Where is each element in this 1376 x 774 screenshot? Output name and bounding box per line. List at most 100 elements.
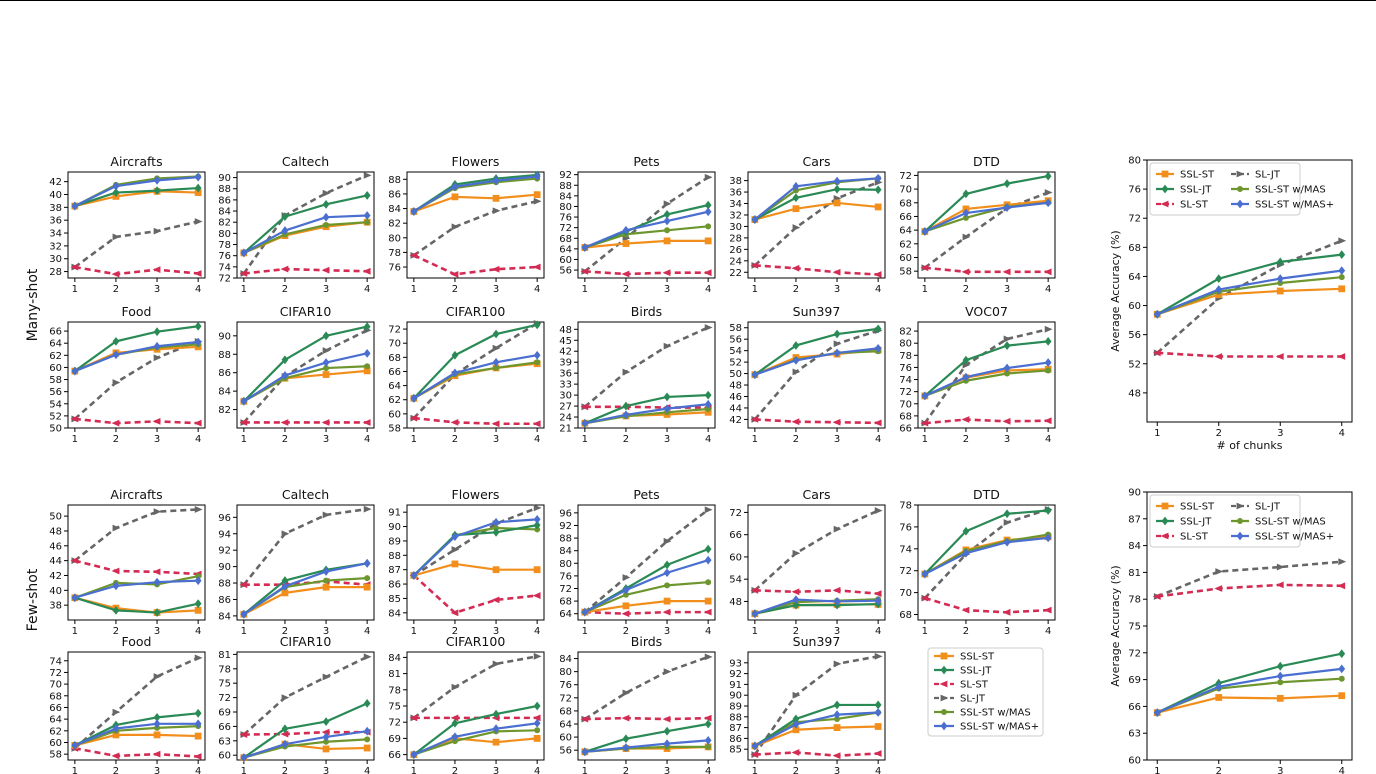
legend-item-ssl-st: SSL-ST: [1156, 170, 1215, 181]
data-point: [961, 606, 970, 614]
y-tick-label: 56: [729, 335, 742, 346]
x-tick-label: 3: [154, 626, 160, 637]
data-point: [704, 237, 712, 245]
series-line: [74, 508, 199, 562]
x-tick-label: 3: [834, 284, 840, 295]
data-point: [451, 182, 459, 192]
data-point: [920, 264, 929, 272]
data-point: [363, 726, 371, 736]
x-tick-label: 4: [195, 284, 201, 295]
x-tick-label: 2: [113, 284, 119, 295]
x-tick-label: 3: [323, 626, 329, 637]
chart-title: Pets: [633, 487, 659, 502]
data-point: [1338, 664, 1346, 674]
series-ssl-st-w-mas: [751, 173, 882, 224]
series-line: [413, 655, 538, 719]
y-tick-label: 36: [559, 369, 572, 380]
data-point: [112, 350, 120, 360]
x-tick-label: 4: [705, 626, 711, 637]
data-point: [410, 750, 418, 759]
series-line: [1156, 694, 1342, 714]
series-ssl-st-w-mas: [71, 719, 202, 750]
data-point: [240, 396, 248, 406]
row-label-many-shot: Many-shot: [25, 268, 41, 341]
y-tick-label: 72: [559, 584, 572, 595]
data-point: [921, 391, 929, 401]
series-ssl-st-w-mas: [240, 558, 371, 619]
legend-frame: [1149, 494, 1301, 548]
series-line: [74, 417, 199, 425]
series-line: [1157, 583, 1342, 598]
y-tick-label: 66: [1128, 702, 1141, 713]
series-line: [924, 340, 1049, 397]
data-point: [322, 358, 330, 367]
data-point: [704, 597, 712, 605]
data-point: [533, 504, 542, 512]
shared-legend-item-ssl-st-w-mas: SSL-ST w/MAS+: [934, 722, 1039, 733]
x-tick-label: 3: [323, 284, 329, 295]
series-line: [754, 725, 879, 747]
x-tick-label: 3: [493, 626, 499, 637]
x-tick-label: 1: [241, 626, 247, 637]
series-ssl-st-w-mas: [581, 555, 712, 617]
data-point: [492, 194, 500, 202]
series-line: [74, 220, 199, 269]
data-point: [112, 181, 120, 191]
legend-label: SL-ST: [960, 680, 989, 691]
y-tick-label: 81: [388, 669, 401, 680]
data-point: [281, 739, 289, 749]
series-line: [924, 369, 1049, 397]
data-point: [153, 327, 161, 337]
legend-label: SSL-ST w/MAS: [1255, 517, 1326, 528]
data-point: [962, 208, 970, 218]
data-point: [833, 184, 841, 194]
series-line: [413, 175, 538, 213]
y-tick-label: 80: [559, 667, 572, 678]
series-line: [243, 562, 368, 616]
y-tick-label: 21: [559, 424, 572, 435]
y-tick-label: 42: [729, 415, 742, 426]
y-tick-label: 75: [388, 702, 401, 713]
data-point: [533, 514, 541, 524]
data-point: [962, 355, 970, 365]
data-point: [792, 714, 800, 724]
legend-item-sl-st: SL-ST: [1156, 200, 1209, 211]
data-point: [1337, 582, 1346, 590]
x-tick-label: 3: [834, 626, 840, 637]
data-point: [194, 599, 202, 609]
x-tick-label: 2: [1216, 428, 1222, 439]
y-tick-label: 63: [218, 736, 231, 747]
data-point: [621, 270, 630, 278]
data-point: [322, 745, 330, 753]
data-point: [1004, 370, 1011, 377]
data-point: [873, 419, 882, 427]
y-tick-label: 64: [559, 609, 572, 620]
y-tick-label: 60: [559, 255, 572, 266]
data-point: [1338, 237, 1347, 245]
y-tick-label: 84: [218, 387, 231, 398]
data-point: [792, 595, 800, 604]
data-point: [704, 200, 712, 210]
series-line: [243, 702, 368, 759]
data-point: [492, 724, 500, 734]
series-ssl-st-w-mas: [581, 207, 712, 252]
chart-caltech-14: Caltech 84 86 88 90 92 94 96 1 2 3 4: [218, 487, 375, 637]
data-point: [704, 408, 712, 416]
data-point: [874, 596, 882, 606]
chart-title: Flowers: [452, 487, 500, 502]
data-point: [833, 525, 842, 533]
data-point: [323, 738, 330, 745]
legend-marker: [941, 709, 947, 715]
series-line: [413, 729, 538, 756]
data-point: [663, 404, 671, 414]
data-point: [111, 270, 120, 278]
data-point: [751, 215, 759, 224]
data-point: [704, 555, 712, 565]
data-point: [622, 410, 630, 420]
legend-marker: [1236, 170, 1245, 178]
series-ssl-st-w-mas: [410, 718, 541, 759]
series-sl-st: [409, 414, 541, 428]
x-tick-label: 4: [1045, 626, 1051, 637]
data-point: [962, 214, 969, 221]
